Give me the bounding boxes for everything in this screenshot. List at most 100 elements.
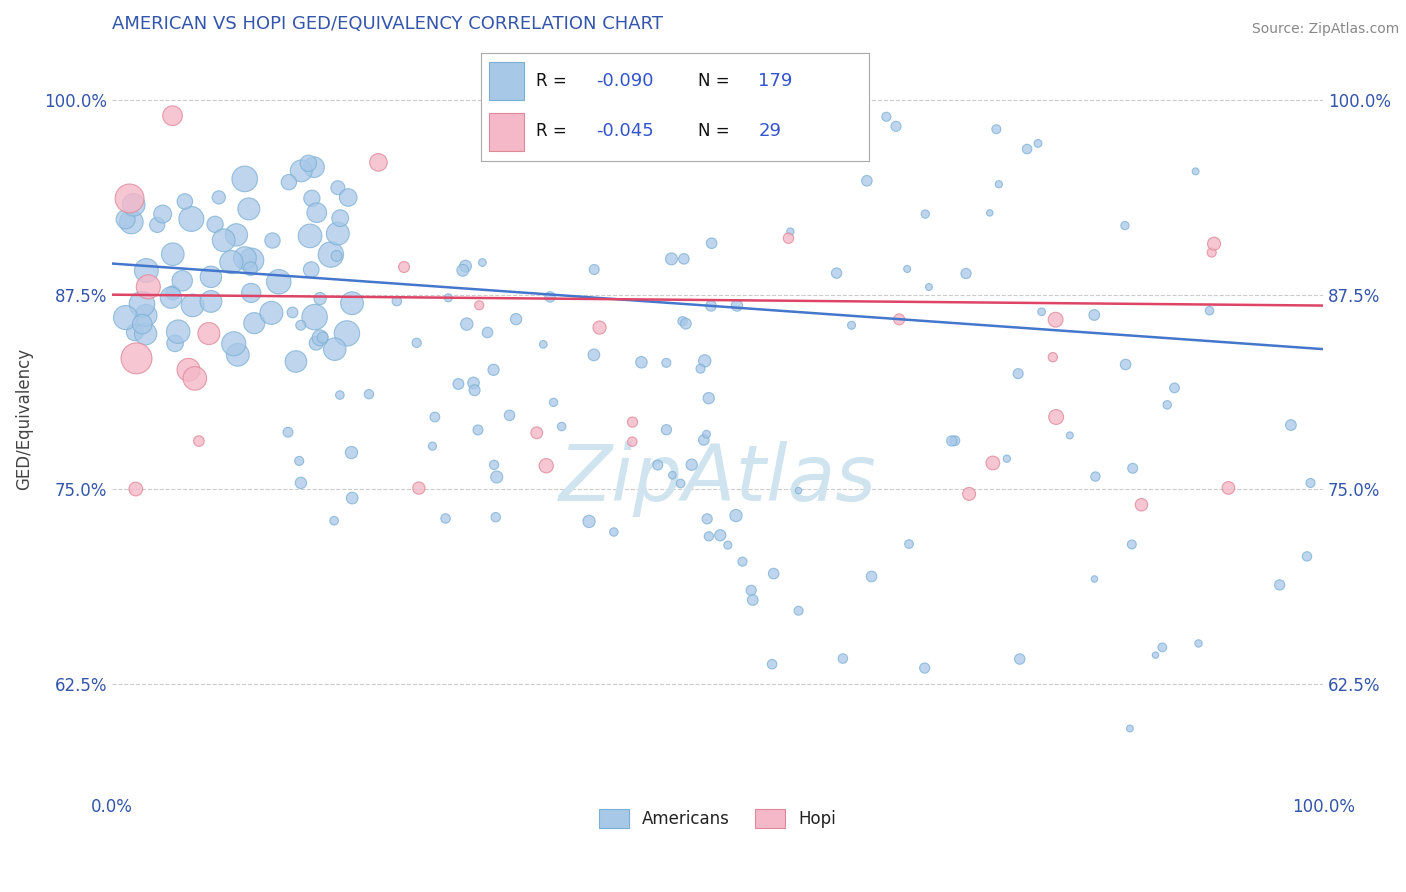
Point bbox=[672, 252, 695, 266]
Point bbox=[661, 252, 683, 266]
Point bbox=[122, 198, 145, 212]
Point bbox=[655, 423, 678, 437]
Point bbox=[160, 291, 183, 305]
Point bbox=[779, 225, 801, 239]
Point bbox=[305, 336, 328, 351]
Point bbox=[423, 410, 446, 425]
Point bbox=[302, 160, 325, 174]
Point bbox=[700, 299, 723, 313]
Point bbox=[299, 262, 322, 277]
Point bbox=[309, 292, 332, 306]
Point bbox=[588, 320, 610, 334]
Point bbox=[875, 110, 897, 124]
Point bbox=[1187, 636, 1209, 650]
Point bbox=[740, 583, 762, 598]
Point bbox=[311, 330, 333, 344]
Point bbox=[305, 205, 328, 219]
Point bbox=[284, 354, 307, 368]
Point bbox=[125, 482, 148, 496]
Point bbox=[367, 155, 389, 169]
Point bbox=[131, 317, 153, 331]
Point bbox=[309, 331, 332, 345]
Point bbox=[152, 207, 174, 221]
Point bbox=[1299, 475, 1322, 490]
Point bbox=[447, 376, 470, 391]
Point bbox=[943, 434, 966, 448]
Point bbox=[1059, 428, 1081, 442]
Point bbox=[208, 190, 231, 204]
Point bbox=[135, 326, 157, 341]
Point bbox=[860, 569, 883, 583]
Point bbox=[655, 356, 678, 370]
Point bbox=[696, 512, 718, 526]
Point bbox=[1163, 381, 1185, 395]
Point bbox=[290, 164, 312, 178]
Point bbox=[167, 325, 190, 339]
Point bbox=[162, 247, 184, 261]
Point bbox=[986, 122, 1008, 136]
Point bbox=[451, 263, 474, 277]
Point bbox=[526, 425, 548, 440]
Point bbox=[582, 348, 605, 362]
Point bbox=[1017, 142, 1039, 156]
Point bbox=[198, 326, 221, 341]
Point bbox=[957, 487, 980, 501]
Point bbox=[661, 468, 683, 483]
Point bbox=[995, 451, 1018, 466]
Point bbox=[1121, 537, 1143, 551]
Point bbox=[1144, 648, 1167, 662]
Point bbox=[671, 314, 693, 328]
Point bbox=[1198, 303, 1220, 318]
Point bbox=[681, 458, 703, 472]
Point bbox=[221, 255, 243, 269]
Point bbox=[896, 262, 918, 277]
Point bbox=[689, 361, 711, 376]
Point bbox=[262, 234, 284, 248]
Point bbox=[761, 657, 783, 672]
Point bbox=[277, 425, 299, 440]
Point bbox=[323, 342, 346, 356]
Point bbox=[326, 227, 349, 241]
Point bbox=[1045, 312, 1067, 326]
Y-axis label: GED/Equivalency: GED/Equivalency bbox=[15, 348, 32, 491]
Point bbox=[325, 249, 347, 263]
Point bbox=[536, 458, 558, 473]
Point bbox=[709, 528, 731, 542]
Point bbox=[1007, 367, 1029, 381]
Point bbox=[647, 458, 669, 472]
Point bbox=[955, 267, 977, 281]
Point bbox=[1026, 136, 1049, 151]
Point bbox=[329, 211, 352, 226]
Point bbox=[693, 354, 716, 368]
Point bbox=[979, 206, 1001, 220]
Point bbox=[841, 318, 863, 333]
Point bbox=[731, 555, 754, 569]
Point bbox=[787, 604, 810, 618]
Point bbox=[1115, 358, 1137, 372]
Point bbox=[281, 305, 304, 319]
Point bbox=[304, 310, 326, 324]
Point bbox=[981, 456, 1004, 470]
Point bbox=[299, 228, 322, 243]
Point bbox=[180, 211, 202, 226]
Point bbox=[165, 336, 187, 351]
Point bbox=[177, 363, 200, 377]
Point bbox=[482, 363, 505, 377]
Point bbox=[1201, 245, 1223, 260]
Point bbox=[336, 326, 359, 341]
Point bbox=[1031, 305, 1053, 319]
Point bbox=[1045, 409, 1067, 424]
Point bbox=[260, 306, 283, 320]
Point bbox=[212, 233, 235, 247]
Point bbox=[498, 409, 520, 423]
Point bbox=[454, 259, 477, 273]
Point bbox=[225, 227, 247, 242]
Point bbox=[778, 231, 800, 245]
Point bbox=[200, 269, 222, 284]
Point bbox=[1130, 498, 1153, 512]
Point bbox=[172, 274, 194, 288]
Point bbox=[1119, 722, 1142, 736]
Point bbox=[482, 458, 505, 472]
Point bbox=[697, 529, 720, 543]
Point bbox=[477, 326, 499, 340]
